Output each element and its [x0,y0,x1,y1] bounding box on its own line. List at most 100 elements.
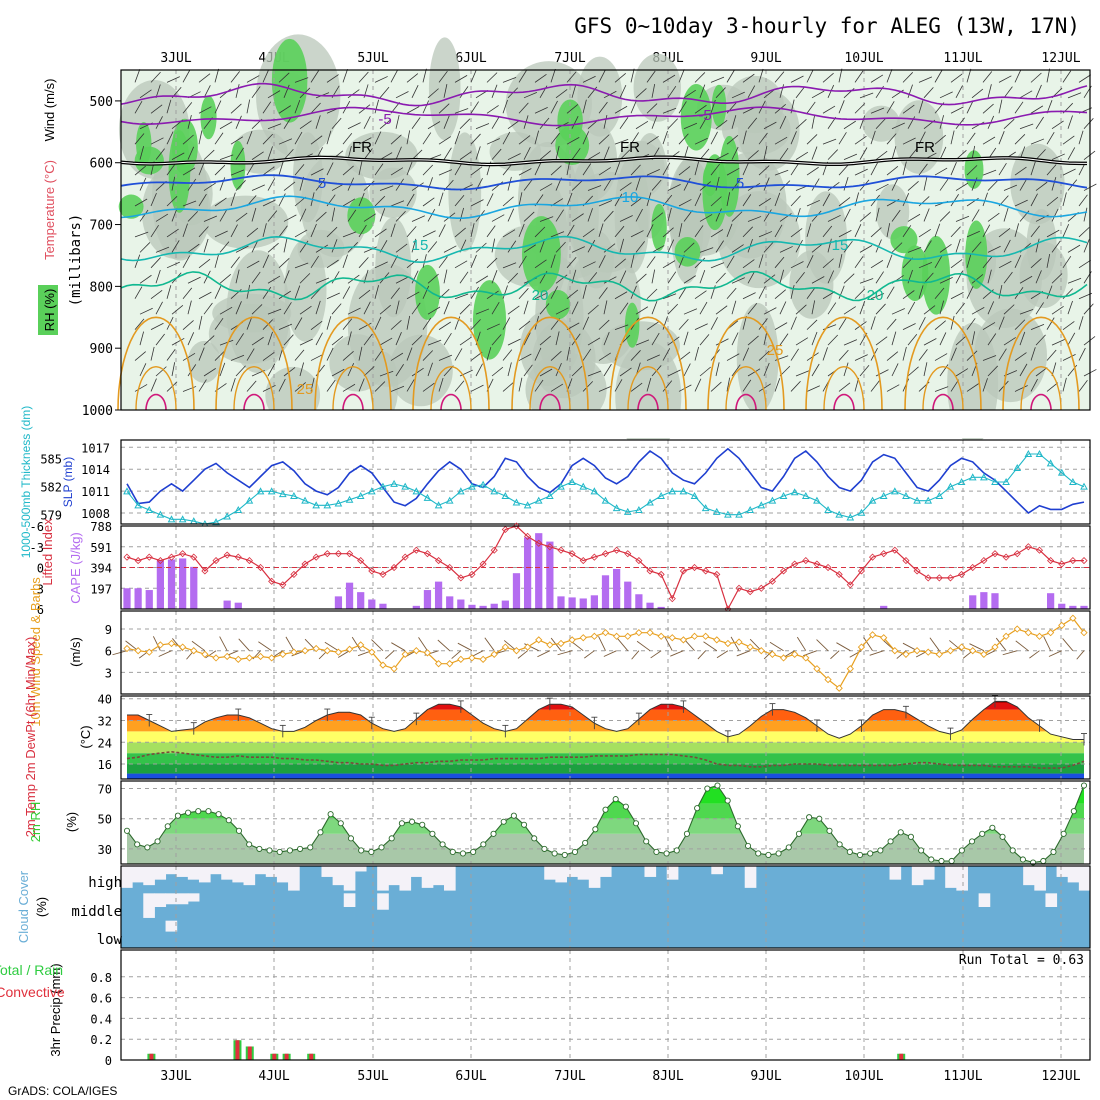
wind-barb [1051,120,1064,130]
wind-barb [1019,331,1026,346]
cloud-high-cell [666,866,679,880]
wind-barb [203,368,216,377]
wind-barb [998,260,1012,269]
rh-gray-area [375,217,412,318]
wind-barb [347,209,357,222]
wind-barb [662,293,677,300]
wind-barb [267,178,276,191]
cloud-high-cell [444,866,456,891]
wind-barb [603,114,608,129]
wind-speed-point [546,641,554,649]
wind-barb [182,69,191,83]
lifted-index-point [1024,543,1032,551]
wind-barb [603,210,614,222]
wind-barb [678,286,687,299]
lifted-index-point [690,563,699,572]
thickness-point [635,505,643,513]
wind-barb [374,381,386,392]
wind-barb [278,290,291,300]
wind-barb [683,275,696,284]
rh2m-point [582,839,589,846]
wind-barb [843,120,856,130]
thickness-point [646,498,654,506]
wind-barb [758,198,771,207]
wind-barb [571,115,579,129]
contour-label: 15 [832,237,849,254]
wind-barb [1078,74,1091,83]
wind-barb [198,347,205,361]
cloud-bg [121,866,1090,948]
lifted-index-point [668,595,676,603]
wind-barb [758,383,771,392]
wind-barb [155,148,165,160]
wind-barb [667,184,681,191]
wind-barb [918,131,926,145]
wind-barb [486,72,498,83]
wind-barb [1046,196,1059,207]
rh2m-point [907,833,914,840]
isotherm-35-arch [637,393,659,411]
wind-barb [326,316,332,330]
isotherm-35-arch [342,393,364,411]
wind-barb [646,136,659,145]
wind-barb [982,378,988,392]
thickness-point [434,501,443,509]
wind-barb [907,84,913,98]
wind-barb [459,118,471,130]
rh-green-area [555,125,590,166]
cape-tick-label: 197 [90,582,112,596]
wind-barb [411,149,423,160]
wind-barb [998,284,1003,299]
cloud-high-cell [243,866,256,886]
rh2m-point [663,850,670,857]
wind-barb [166,195,178,207]
wind-barb [422,230,436,238]
wind-barb [827,149,839,160]
cape-bar [991,593,999,609]
wind-barb [939,276,953,284]
lifted-index-point [179,550,187,558]
wind-barb [390,319,402,330]
wind-barb [1019,178,1028,191]
wind-speed-point [201,650,209,658]
rh-green-area [200,95,217,140]
rh2m-point [632,820,640,827]
wind-barb [214,197,227,207]
wind-barb [582,316,590,330]
cape-bar [123,588,131,609]
wind-barb [230,136,244,145]
wind-barb [918,99,924,114]
wind-barb-10m [796,636,807,651]
wind-barb [982,136,996,145]
rh2m-axis-label: 2m RH [28,802,43,842]
wind-barb [566,256,577,269]
wind-barb [507,338,521,346]
panel-frame [120,865,1091,949]
wind-barb [950,162,957,176]
wind-barb [886,351,899,361]
isotherm-30-arch [233,365,275,411]
wind-speed-point [245,654,254,662]
wind-barb [379,208,386,222]
wind-barb [742,162,750,176]
wind-barb [1078,347,1086,361]
cloud-high-cell [410,866,423,877]
wind-barb [1019,90,1033,99]
wind-speed-point [434,660,443,668]
wind-barb [870,260,884,269]
lifted-index-point [323,550,331,558]
wind-barb [182,386,197,392]
wind-barb [571,180,583,191]
wind-barb [262,166,275,176]
wind-barb [219,306,233,315]
thickness-point [367,487,376,495]
isotherm-25-arch [609,316,687,411]
wind-barb [811,210,822,222]
rh-green-area [711,84,727,128]
cloud-middle-cell [187,893,200,902]
wind-speed-point [891,647,899,655]
wind-barb [870,130,876,145]
rh2m-point [918,847,925,854]
wind-barb [411,182,424,191]
wind-barb [747,117,758,129]
